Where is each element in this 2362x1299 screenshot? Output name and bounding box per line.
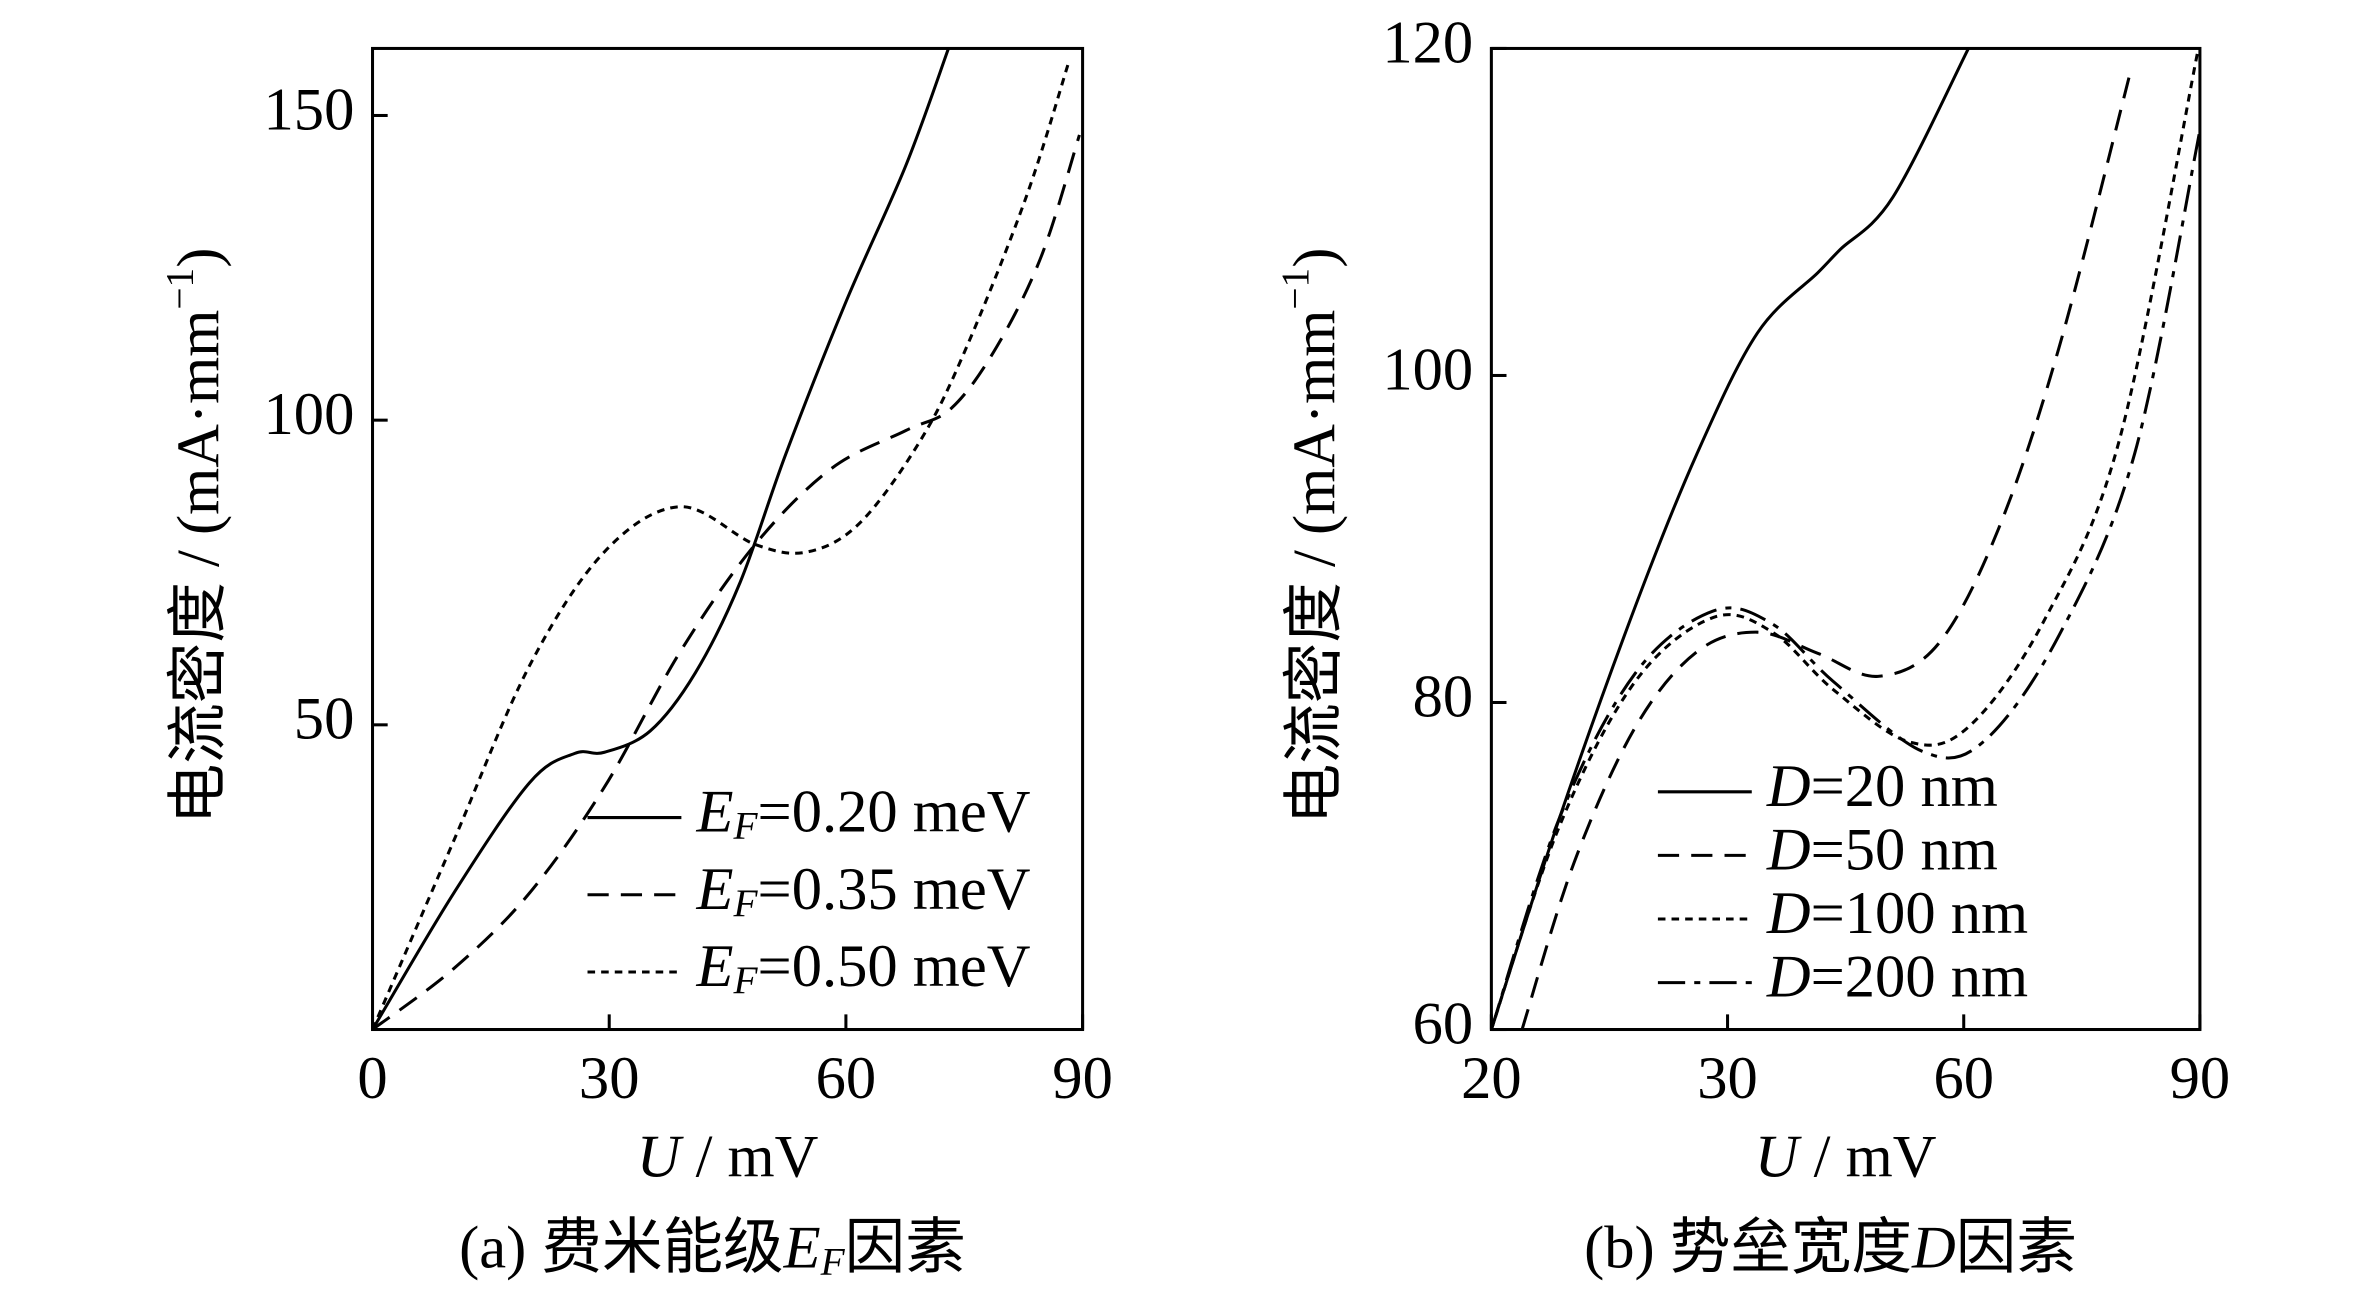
text-part: D [1766,943,1811,1010]
series-line [372,60,1071,1030]
text-part: E [696,856,734,923]
y-axis-label: 电流密度 / (mA·mm−1) [157,248,232,825]
text-part: =0.20 meV [758,778,1031,845]
text-part: E [696,933,734,1000]
text-part: F [733,881,759,925]
text-part: =0.50 meV [758,933,1031,1000]
text-part: D [1766,816,1811,883]
text-part: 因素 [845,1214,966,1281]
x-tick-label: 60 [816,1045,877,1112]
text-part: 电流密度 / (mA·mm [1281,310,1348,825]
text-part: E [696,778,734,845]
y-axis-label: 电流密度 / (mA·mm−1) [1273,248,1348,825]
text-part: D [1766,753,1811,820]
text-part: ) [165,248,232,268]
text-part: −1 [1273,268,1317,310]
series-line [372,48,950,1030]
text-part: (a) 费米能级 [459,1214,784,1281]
text-part: F [820,1240,846,1284]
text-part: U [637,1124,684,1191]
legend-label: D=20 nm [1766,753,1998,820]
text-part: U [1755,1124,1802,1191]
text-part: D [1766,880,1811,947]
x-tick-label: 90 [2170,1045,2231,1112]
text-part: / mV [680,1124,818,1191]
text-part: E [783,1214,821,1281]
text-part: F [733,804,759,848]
text-part: (b) 势垒宽度 [1584,1214,1912,1281]
caption: (a) 费米能级EF因素 [459,1214,966,1283]
caption: (b) 势垒宽度D因素 [1584,1214,2077,1281]
y-tick-label: 50 [294,686,355,753]
text-part: ) [1281,248,1348,268]
legend-label: D=50 nm [1766,816,1998,883]
text-part: =200 nm [1811,943,2028,1010]
series-line [1491,48,2200,1030]
x-tick-label: 0 [357,1045,387,1112]
x-axis-label: U / mV [637,1124,819,1191]
legend-label: D=200 nm [1766,943,2028,1010]
series-line [372,134,1081,1030]
legend-label: EF=0.35 meV [696,856,1031,925]
x-tick-label: 90 [1052,1045,1113,1112]
text-part: 因素 [1956,1214,2077,1281]
text-part: =50 nm [1811,816,1998,883]
plot-frame [1489,46,2202,1032]
y-tick-label: 100 [264,381,355,448]
y-tick-label: 100 [1382,336,1473,403]
text-part: / mV [1799,1124,1937,1191]
x-tick-label: 30 [579,1045,640,1112]
text-part: =20 nm [1811,753,1998,820]
text-part: D [1911,1214,1956,1281]
legend-label: D=100 nm [1766,880,2028,947]
text-part: F [733,958,759,1002]
y-tick-label: 120 [1382,9,1473,76]
text-part: −1 [157,268,201,310]
text-part: =100 nm [1811,880,2028,947]
y-tick-label: 80 [1413,663,1474,730]
x-tick-label: 20 [1461,1045,1522,1112]
series-line [1520,67,2133,1030]
text-part: =0.35 meV [758,856,1031,923]
x-axis-label: U / mV [1755,1124,1937,1191]
x-tick-label: 30 [1697,1045,1758,1112]
legend-label: EF=0.50 meV [696,933,1031,1002]
y-tick-label: 60 [1413,990,1474,1057]
text-part: 电流密度 / (mA·mm [165,310,232,825]
y-tick-label: 150 [264,76,355,143]
plot-frame [371,46,1085,1032]
legend-label: EF=0.20 meV [696,778,1031,847]
series-group [372,48,1081,1030]
series-group [1491,48,2200,1030]
x-tick-label: 60 [1933,1045,1994,1112]
